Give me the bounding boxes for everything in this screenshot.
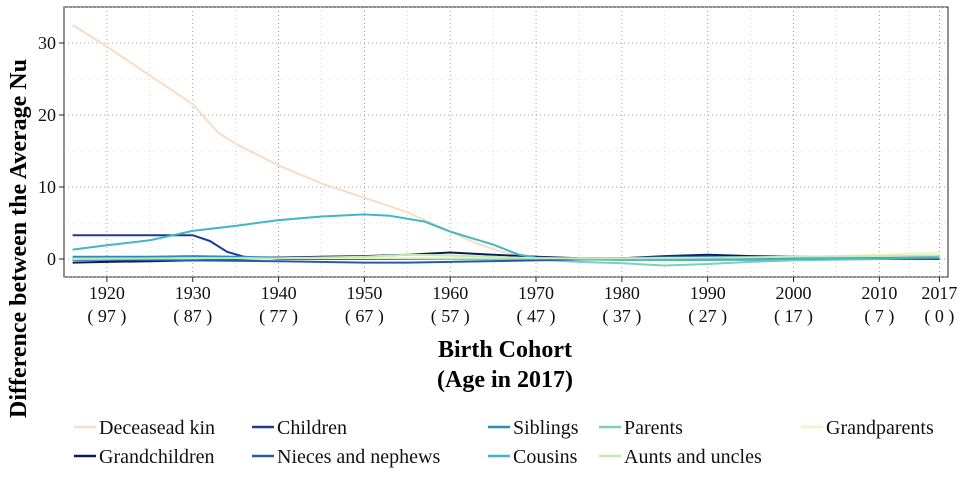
x-axis-title-line1: Birth Cohort	[438, 337, 572, 363]
x-tick-sublabel: ( 77 )	[259, 306, 298, 327]
x-tick-sublabel: ( 27 )	[688, 306, 727, 327]
x-tick-sublabel: ( 0 )	[924, 306, 954, 327]
series-lines	[72, 24, 940, 267]
x-tick-sublabel: ( 17 )	[774, 306, 813, 327]
legend-label: Nieces and nephews	[277, 446, 440, 468]
x-tick-sublabel: ( 67 )	[345, 306, 384, 327]
x-tick-label: 1950	[346, 283, 382, 303]
x-tick-sublabel: ( 57 )	[431, 306, 470, 327]
plot-panel	[63, 6, 949, 278]
legend-item: Aunts and uncles	[599, 446, 762, 468]
legend-label: Siblings	[513, 417, 579, 439]
y-tick-label: 20	[38, 105, 56, 125]
y-tick-label: 0	[47, 249, 56, 269]
x-tick-sublabel: ( 37 )	[602, 306, 641, 327]
legend-label: Deceasead kin	[99, 417, 215, 439]
legend-label: Grandchildren	[99, 446, 215, 468]
legend-label: Grandparents	[826, 417, 934, 439]
x-tick-label: 1940	[261, 283, 297, 303]
x-tick-label: 2010	[861, 283, 897, 303]
x-tick-sublabel: ( 97 )	[87, 306, 126, 327]
legend-item: Deceasead kin	[74, 417, 215, 439]
legend-label: Children	[277, 417, 347, 439]
legend-item: Siblings	[488, 417, 579, 439]
legend-label: Parents	[624, 417, 683, 439]
legend-item: Cousins	[488, 446, 578, 468]
legend: Deceasead kin Children Siblings Parents Gran…	[74, 417, 934, 468]
legend-item: Parents	[599, 417, 683, 439]
y-tick-label: 30	[38, 33, 56, 53]
series-line-cousins	[72, 213, 940, 261]
legend-label: Aunts and uncles	[624, 446, 762, 468]
x-axis: 1920 ( 97 ) 1930 ( 87 ) 1940 ( 77 ) 1950 ( 67 )…	[87, 277, 957, 327]
series-line-aunts-and-uncles	[72, 253, 940, 260]
x-tick-label: 1980	[604, 283, 640, 303]
x-tick-sublabel: ( 7 )	[864, 306, 894, 327]
x-axis-title-line2: (Age in 2017)	[437, 367, 573, 393]
x-tick-label: 1930	[175, 283, 211, 303]
legend-item: Grandparents	[801, 417, 934, 439]
x-tick-label: 1970	[518, 283, 554, 303]
legend-label: Cousins	[513, 446, 578, 468]
legend-item: Children	[252, 417, 347, 439]
x-tick-label: 1960	[432, 283, 468, 303]
legend-item: Nieces and nephews	[252, 446, 440, 468]
x-tick-label: 2017	[921, 283, 957, 303]
y-axis-title: Difference between the Average Nu	[6, 59, 32, 418]
x-tick-sublabel: ( 87 )	[173, 306, 212, 327]
x-tick-label: 2000	[776, 283, 812, 303]
x-tick-label: 1990	[690, 283, 726, 303]
y-tick-label: 10	[38, 177, 56, 197]
y-axis: 0 10 20 30	[38, 33, 64, 269]
x-tick-sublabel: ( 47 )	[517, 306, 556, 327]
x-tick-label: 1920	[89, 283, 125, 303]
legend-item: Grandchildren	[74, 446, 215, 468]
